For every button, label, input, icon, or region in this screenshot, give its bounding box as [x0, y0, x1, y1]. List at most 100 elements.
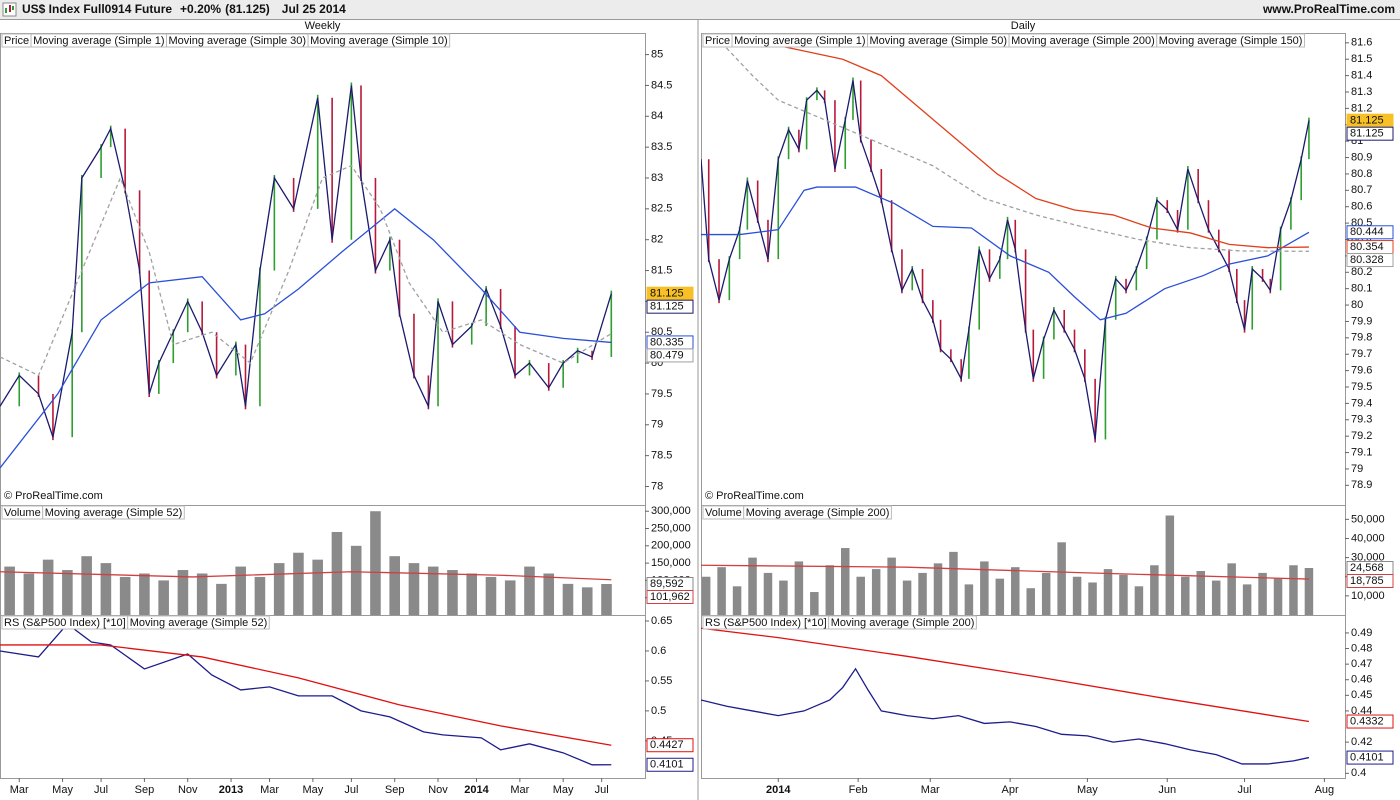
volume-bar — [887, 557, 896, 615]
plot-area — [701, 627, 1310, 765]
legend-entry: Volume — [705, 507, 742, 519]
last-value-label: 101,962 — [650, 591, 690, 603]
volume-bar — [4, 566, 15, 615]
volume-bar — [841, 548, 850, 615]
legend-entry: RS (S&P500 Index) [*10] — [705, 617, 827, 629]
y-tick-label: 200,000 — [651, 540, 691, 552]
volume-bar — [119, 576, 131, 615]
x-tick-label: Mar — [921, 784, 940, 796]
last-value-label: 80.479 — [650, 349, 684, 361]
legend-entry: Volume — [4, 507, 41, 519]
last-value-box — [1346, 126, 1394, 141]
legend-box — [42, 505, 185, 520]
volume-bar — [466, 573, 478, 615]
volume-bar — [933, 563, 943, 615]
volume-bar — [42, 559, 54, 615]
series-line — [0, 623, 612, 766]
volume-bar — [995, 578, 1005, 615]
y-tick-label: 79.9 — [1351, 315, 1372, 327]
volume-bar — [1057, 542, 1066, 615]
y-tick-label: 84 — [651, 110, 663, 122]
volume-bar — [1181, 576, 1190, 615]
y-tick-label: 83.5 — [651, 141, 672, 153]
volume-bar — [601, 584, 612, 615]
x-tick-label: Nov — [178, 784, 198, 796]
volume-bar — [810, 592, 819, 615]
volume-bar — [1227, 563, 1236, 615]
y-tick-label: 150,000 — [651, 557, 691, 569]
volume-bar — [177, 570, 189, 615]
y-tick-label: 82 — [651, 234, 663, 246]
volume-bar — [62, 570, 73, 615]
series-line — [701, 627, 1310, 723]
y-tick-label: 81.5 — [1351, 53, 1372, 65]
credit: © ProRealTime.com — [705, 490, 804, 502]
legend-entry: Moving average (Simple 52) — [130, 617, 268, 629]
panel-title: Weekly — [305, 20, 341, 32]
volume-bar — [293, 552, 304, 615]
series-line — [0, 208, 612, 469]
volume-bar — [100, 563, 112, 615]
volume-bar — [717, 567, 726, 615]
header-title: US$ Index Full0914 Future +0.20% (81.125) J… — [22, 2, 346, 16]
y-tick-label: 79 — [1351, 463, 1363, 475]
y-tick-label: 300,000 — [651, 505, 691, 517]
last-value-label: 81.125 — [650, 301, 684, 313]
y-tick-label: 82.5 — [651, 203, 672, 215]
y-tick-label: 81.4 — [1351, 70, 1372, 82]
y-tick-label: 80.2 — [1351, 266, 1372, 278]
legend-entry: Moving average (Simple 200) — [1011, 35, 1155, 47]
y-tick-label: 81.6 — [1351, 37, 1372, 49]
x-tick-label: Aug — [1315, 784, 1335, 796]
volume-bar — [524, 566, 535, 615]
y-tick-label: 0.46 — [1351, 674, 1372, 686]
volume-bar — [216, 583, 227, 615]
volume-bar — [23, 573, 35, 615]
volume-bar — [1072, 576, 1082, 615]
volume-bar — [562, 583, 574, 615]
panel-title: Daily — [1011, 20, 1036, 32]
last-value-label: 80.328 — [1350, 254, 1384, 266]
volume-bar — [1165, 515, 1175, 615]
volume-bar — [856, 576, 865, 615]
last-value-box — [1346, 225, 1394, 240]
x-tick-label: 2013 — [219, 784, 243, 796]
last-value-label: 89,592 — [650, 578, 684, 590]
legend-entry: Moving average (Simple 52) — [45, 507, 183, 519]
volume-bar — [1258, 572, 1267, 615]
volume-bar — [543, 573, 555, 615]
legend-entry: Price — [4, 35, 29, 47]
last-value-label: 0.4427 — [650, 739, 684, 751]
legend-entry: Moving average (Simple 150) — [1159, 35, 1303, 47]
y-tick-label: 80 — [1351, 299, 1363, 311]
y-tick-label: 79.4 — [1351, 397, 1372, 409]
legend-box — [828, 615, 977, 630]
y-tick-label: 78.5 — [651, 450, 672, 462]
y-tick-label: 0.47 — [1351, 658, 1372, 670]
volume-bar — [1088, 582, 1097, 615]
plot-area — [701, 42, 1310, 443]
legend-box — [127, 615, 270, 630]
volume-bar — [949, 551, 958, 615]
x-tick-label: Jun — [1158, 784, 1176, 796]
legend-entry: Moving average (Simple 50) — [870, 35, 1008, 47]
x-tick-label: Jul — [344, 784, 358, 796]
last-value-label: 80.354 — [1350, 241, 1384, 253]
y-tick-label: 79.5 — [1351, 381, 1372, 393]
series-line — [0, 571, 612, 581]
y-tick-label: 80.8 — [1351, 168, 1372, 180]
volume-bar — [871, 569, 881, 615]
legend-entry: Moving average (Simple 200) — [746, 507, 890, 519]
series-line — [765, 42, 1309, 249]
series-line — [0, 164, 612, 377]
volume-bar — [254, 576, 266, 615]
volume-bar — [1211, 580, 1221, 615]
y-tick-label: 0.42 — [1351, 736, 1372, 748]
x-tick-label: Mar — [10, 784, 29, 796]
volume-bar — [1304, 568, 1314, 615]
x-tick-label: 2014 — [766, 784, 791, 796]
x-tick-label: Sep — [385, 784, 405, 796]
volume-bar — [918, 572, 927, 615]
